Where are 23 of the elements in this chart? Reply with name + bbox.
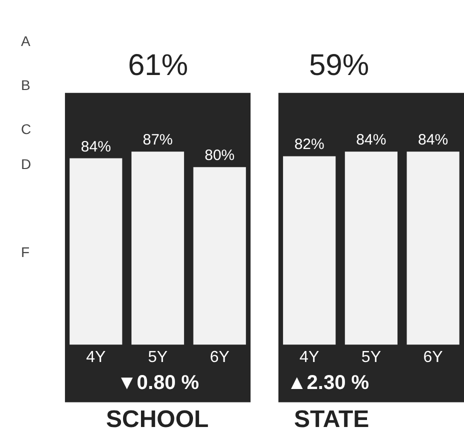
data-label: 87% <box>142 132 173 149</box>
data-label: 80% <box>204 147 235 164</box>
x-tick-label: 4Y <box>300 348 320 366</box>
data-label: 84% <box>80 138 111 156</box>
text: D <box>21 156 32 172</box>
data-label: 82% <box>294 136 324 154</box>
x-tick-label: 4Y <box>86 348 106 366</box>
data-label: 84% <box>418 132 448 149</box>
chart-title: 61% <box>128 49 188 82</box>
text: F <box>21 244 30 260</box>
x-tick-label: 5Y <box>361 348 382 366</box>
text: ▲2.30 % <box>287 372 370 394</box>
x-tick-label: 6Y <box>210 348 230 366</box>
x-tick-label: 5Y <box>148 348 168 366</box>
text: ▼0.80 % <box>117 372 200 394</box>
x-tick-label: 6Y <box>423 348 444 366</box>
x-axis-title: STATE <box>294 406 370 433</box>
chart-title: 59% <box>309 49 370 82</box>
text: C <box>21 121 32 137</box>
text: A <box>21 33 31 49</box>
data-label: 84% <box>356 132 386 149</box>
text: B <box>21 77 30 93</box>
x-axis-title: SCHOOL <box>106 406 209 433</box>
